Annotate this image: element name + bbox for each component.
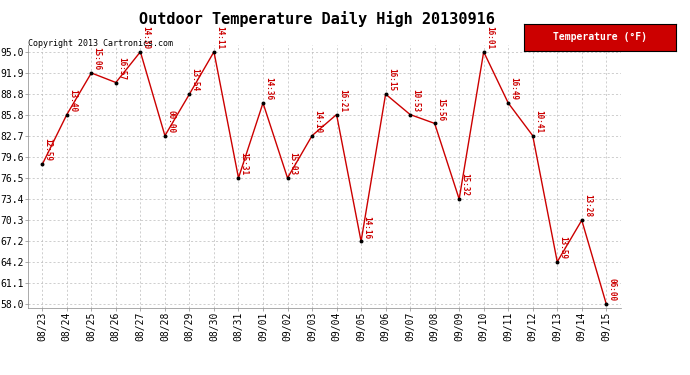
Point: [257, 100, 268, 106]
Point: [601, 301, 612, 307]
Text: 14:36: 14:36: [264, 77, 273, 100]
Point: [527, 133, 538, 139]
Text: 16:49: 16:49: [509, 77, 518, 100]
Point: [380, 91, 391, 97]
Text: 10:53: 10:53: [411, 89, 420, 112]
Text: 16:57: 16:57: [117, 57, 126, 80]
Text: 15:32: 15:32: [460, 173, 469, 196]
Point: [86, 70, 97, 76]
Text: 13:40: 13:40: [68, 89, 77, 112]
Point: [233, 175, 244, 181]
Point: [478, 49, 489, 55]
Point: [110, 80, 121, 86]
Point: [404, 111, 415, 117]
Text: 06:00: 06:00: [607, 278, 616, 302]
Text: 16:01: 16:01: [485, 26, 494, 49]
Text: 12:59: 12:59: [43, 138, 52, 162]
Text: 16:15: 16:15: [387, 68, 396, 92]
Text: 15:56: 15:56: [436, 98, 445, 121]
Text: 14:16: 14:16: [362, 216, 371, 238]
Text: 16:21: 16:21: [338, 89, 347, 112]
Point: [453, 196, 464, 202]
Text: 10:41: 10:41: [534, 110, 543, 133]
Point: [184, 91, 195, 97]
Point: [576, 217, 587, 223]
Text: 14:11: 14:11: [215, 26, 224, 49]
Text: 00:00: 00:00: [166, 110, 175, 133]
Point: [208, 49, 219, 55]
Text: 14:10: 14:10: [313, 110, 322, 133]
Point: [282, 175, 293, 181]
Point: [552, 259, 563, 265]
Text: 13:28: 13:28: [583, 194, 592, 217]
Text: Copyright 2013 Cartronics.com: Copyright 2013 Cartronics.com: [28, 39, 172, 48]
Point: [37, 161, 48, 167]
Point: [429, 120, 440, 126]
Text: 15:31: 15:31: [239, 152, 248, 175]
Point: [306, 133, 317, 139]
Point: [159, 133, 170, 139]
Point: [331, 111, 342, 117]
Point: [355, 238, 366, 244]
Point: [503, 100, 514, 106]
Text: Temperature (°F): Temperature (°F): [553, 33, 647, 42]
Text: 13:59: 13:59: [558, 236, 567, 259]
Text: Outdoor Temperature Daily High 20130916: Outdoor Temperature Daily High 20130916: [139, 11, 495, 27]
Point: [135, 49, 146, 55]
Text: 15:06: 15:06: [92, 47, 101, 70]
Point: [61, 111, 72, 117]
Text: 15:03: 15:03: [288, 152, 298, 175]
Text: 14:30: 14:30: [141, 26, 150, 49]
Text: 13:54: 13:54: [190, 68, 199, 92]
